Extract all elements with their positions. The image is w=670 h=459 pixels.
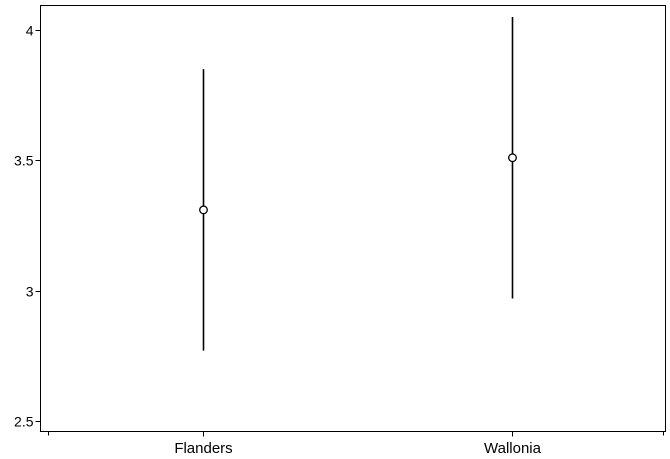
x-tick-label: Wallonia bbox=[484, 440, 542, 457]
plot-frame bbox=[40, 5, 666, 432]
y-tick-label: 3 bbox=[26, 284, 34, 300]
y-tick-label: 2.5 bbox=[14, 414, 34, 430]
point-marker-wallonia bbox=[508, 153, 517, 163]
point-marker-flanders bbox=[199, 205, 208, 215]
y-tick-label: 3.5 bbox=[14, 153, 34, 169]
error-bar-series bbox=[199, 16, 517, 351]
y-tick-label: 4 bbox=[26, 23, 34, 39]
y-axis: 2.5 3 3.5 4 bbox=[14, 23, 41, 430]
x-tick-label: Flanders bbox=[174, 440, 232, 457]
x-axis: Flanders Wallonia bbox=[48, 431, 664, 457]
